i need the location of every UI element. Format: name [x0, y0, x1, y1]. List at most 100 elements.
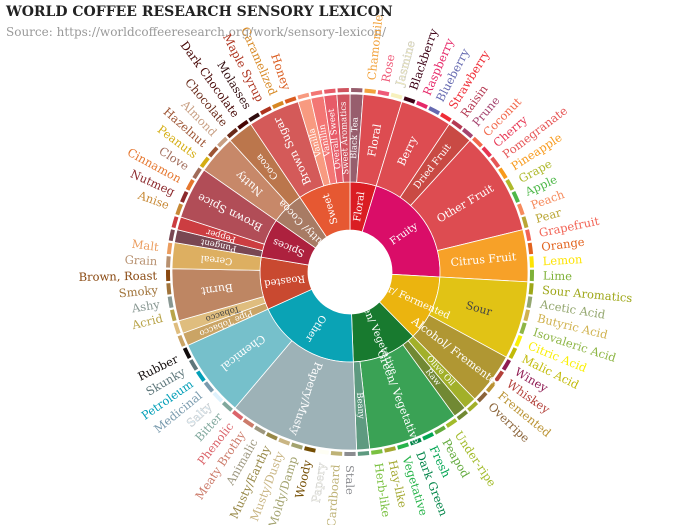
- flavor-tick-orange: [527, 242, 534, 255]
- flavor-tick-grape: [505, 179, 515, 191]
- flavor-tick-beany: [357, 451, 370, 456]
- flavor-label-orange: Orange: [540, 235, 585, 255]
- flavor-tick-salty: [212, 391, 224, 403]
- flavor-tick-blackberry: [403, 96, 416, 104]
- flavor-tick-fresh: [422, 432, 435, 441]
- flavor-tick-dark-chocolate: [237, 119, 249, 130]
- flavor-tick-bitter: [221, 401, 233, 412]
- flavor-tick-raw: [456, 410, 468, 421]
- category-roasted-label: Roasted: [263, 272, 306, 288]
- flavor-tick-grapefruit: [525, 229, 532, 242]
- flavor-tick-apple: [511, 190, 520, 203]
- flavor-tick-overall-sweet: [324, 88, 336, 94]
- flavor-tick-anise: [175, 203, 183, 216]
- flavor-tick-herb-like: [371, 449, 383, 455]
- flavor-tick-pepper: [171, 216, 179, 229]
- flavor-tick-pomegranate: [490, 156, 501, 169]
- flavor-tick-papery: [317, 449, 329, 455]
- flavor-tick-meaty-brothy: [242, 418, 255, 428]
- flavor-tick-malic-acid: [508, 347, 518, 360]
- flavor-tick-vanilla: [297, 92, 310, 100]
- flavor-label-malt: Malt: [131, 237, 160, 254]
- flavor-tick-stale: [344, 451, 356, 456]
- flavor-tick-dark-green: [409, 437, 422, 446]
- flavor-tick-lime: [529, 269, 534, 282]
- flavor-tick-whiskey: [494, 370, 505, 382]
- flavor-tick-vanillin: [310, 90, 323, 97]
- flavor-tick-molasses: [248, 112, 261, 122]
- flavor-tick-coconut: [472, 136, 483, 148]
- flavor-tick-cinnamon: [185, 179, 195, 191]
- flavor-tick-strawberry: [439, 112, 452, 122]
- flavor-tick-citric-acid: [514, 334, 523, 347]
- flavor-tick-chocolate: [226, 127, 239, 139]
- flavor-tick-honey: [284, 96, 297, 104]
- chart-title: WORLD COFFEE RESEARCH SENSORY LEXICON: [6, 4, 393, 20]
- flavor-tick-musty-dusty: [278, 437, 291, 446]
- flavor-tick-malt: [166, 242, 173, 255]
- chart-source: Source: https://worldcoffeeresearch.org/…: [6, 25, 387, 39]
- flavor-tick-tobacco: [173, 322, 181, 335]
- flavor-tick-medicinal: [203, 381, 215, 393]
- flavor-tick-olive-oil: [467, 401, 479, 412]
- flavor-tick-raspberry: [416, 100, 428, 109]
- title-block: WORLD COFFEE RESEARCH SENSORY LEXICON So…: [6, 4, 393, 39]
- flavor-tick-lemon: [529, 256, 534, 268]
- flavor-label-cardboard: Cardboard: [324, 463, 343, 525]
- flavor-tick-fremented: [485, 381, 497, 393]
- flavor-tick-vegetative: [397, 442, 410, 450]
- flavor-tick-smoky: [166, 283, 172, 295]
- flavor-tick-peapod: [434, 425, 446, 435]
- flavor-tick-hazelnut: [208, 146, 219, 158]
- subcategory-citrus-fruit-label: Citrus Fruit: [450, 250, 517, 269]
- flavor-label-stale: Stale: [343, 465, 357, 495]
- flavor-tick-pungent: [168, 229, 175, 242]
- flavor-tick-musty-earthy: [265, 432, 278, 441]
- flavor-label-smoky: Smoky: [118, 283, 159, 301]
- flavor-label-grain: Grain: [124, 253, 158, 269]
- flavor-tick-under-ripe: [445, 418, 458, 428]
- flavor-tick-animalic: [254, 425, 266, 435]
- flavor-tick-butyric-acid: [523, 309, 530, 322]
- flavor-tick-raisin: [451, 119, 463, 130]
- flavor-tick-chamomile: [364, 88, 376, 94]
- flavor-tick-rose: [377, 90, 390, 97]
- flavor-tick-woody: [304, 446, 316, 453]
- flavor-label-rose: Rose: [379, 53, 398, 84]
- flavor-tick-peanuts: [199, 156, 210, 169]
- flavor-tick-brown-roast: [166, 269, 171, 282]
- flavor-tick-ashy: [167, 296, 174, 309]
- subcategory-floral-label: Floral: [365, 122, 384, 157]
- flavor-tick-skunky: [188, 359, 199, 371]
- flavor-tick-rubber: [182, 347, 192, 360]
- subcategory-cereal-label: Cereal: [200, 253, 233, 267]
- flavor-tick-moldy-damp: [290, 442, 303, 450]
- subcategory-sweet-aromatics-label: Sweet Aromatics: [339, 101, 352, 174]
- flavor-tick-nutmeg: [180, 190, 189, 203]
- flavor-tick-pear: [521, 216, 529, 229]
- flavor-tick-caramelized: [272, 100, 284, 109]
- flavor-tick-acetic-acid: [526, 296, 533, 309]
- flavor-tick-jasmine: [390, 92, 403, 100]
- flavor-tick-pipe-tobacco: [177, 334, 186, 347]
- subcategory-arc-sweet-aromatics[interactable]: [336, 93, 351, 183]
- flavor-tick-sweet-aromatics: [337, 88, 349, 93]
- flavor-tick-black-tea: [351, 88, 363, 93]
- flavor-tick-blueberry: [428, 106, 441, 116]
- flavor-tick-winey: [501, 359, 512, 371]
- flavor-tick-petroleum: [195, 370, 206, 382]
- flavor-label-lime: Lime: [543, 269, 572, 284]
- flavor-label-papery: Papery: [309, 461, 329, 503]
- subcategory-beany-label: Beany: [354, 392, 366, 419]
- flavor-tick-hay-like: [384, 446, 396, 453]
- flavor-tick-isovaleric-acid: [519, 322, 527, 335]
- flavor-tick-cherry: [481, 146, 492, 158]
- flavor-tick-peach: [517, 203, 525, 216]
- flavor-tick-cardboard: [330, 451, 343, 456]
- flavor-tick-acrid: [170, 309, 177, 322]
- category-floral-label: Floral: [352, 191, 367, 222]
- flavor-label-lemon: Lemon: [542, 252, 583, 268]
- flavor-tick-prune: [461, 127, 474, 139]
- flavor-label-ashy: Ashy: [130, 297, 162, 316]
